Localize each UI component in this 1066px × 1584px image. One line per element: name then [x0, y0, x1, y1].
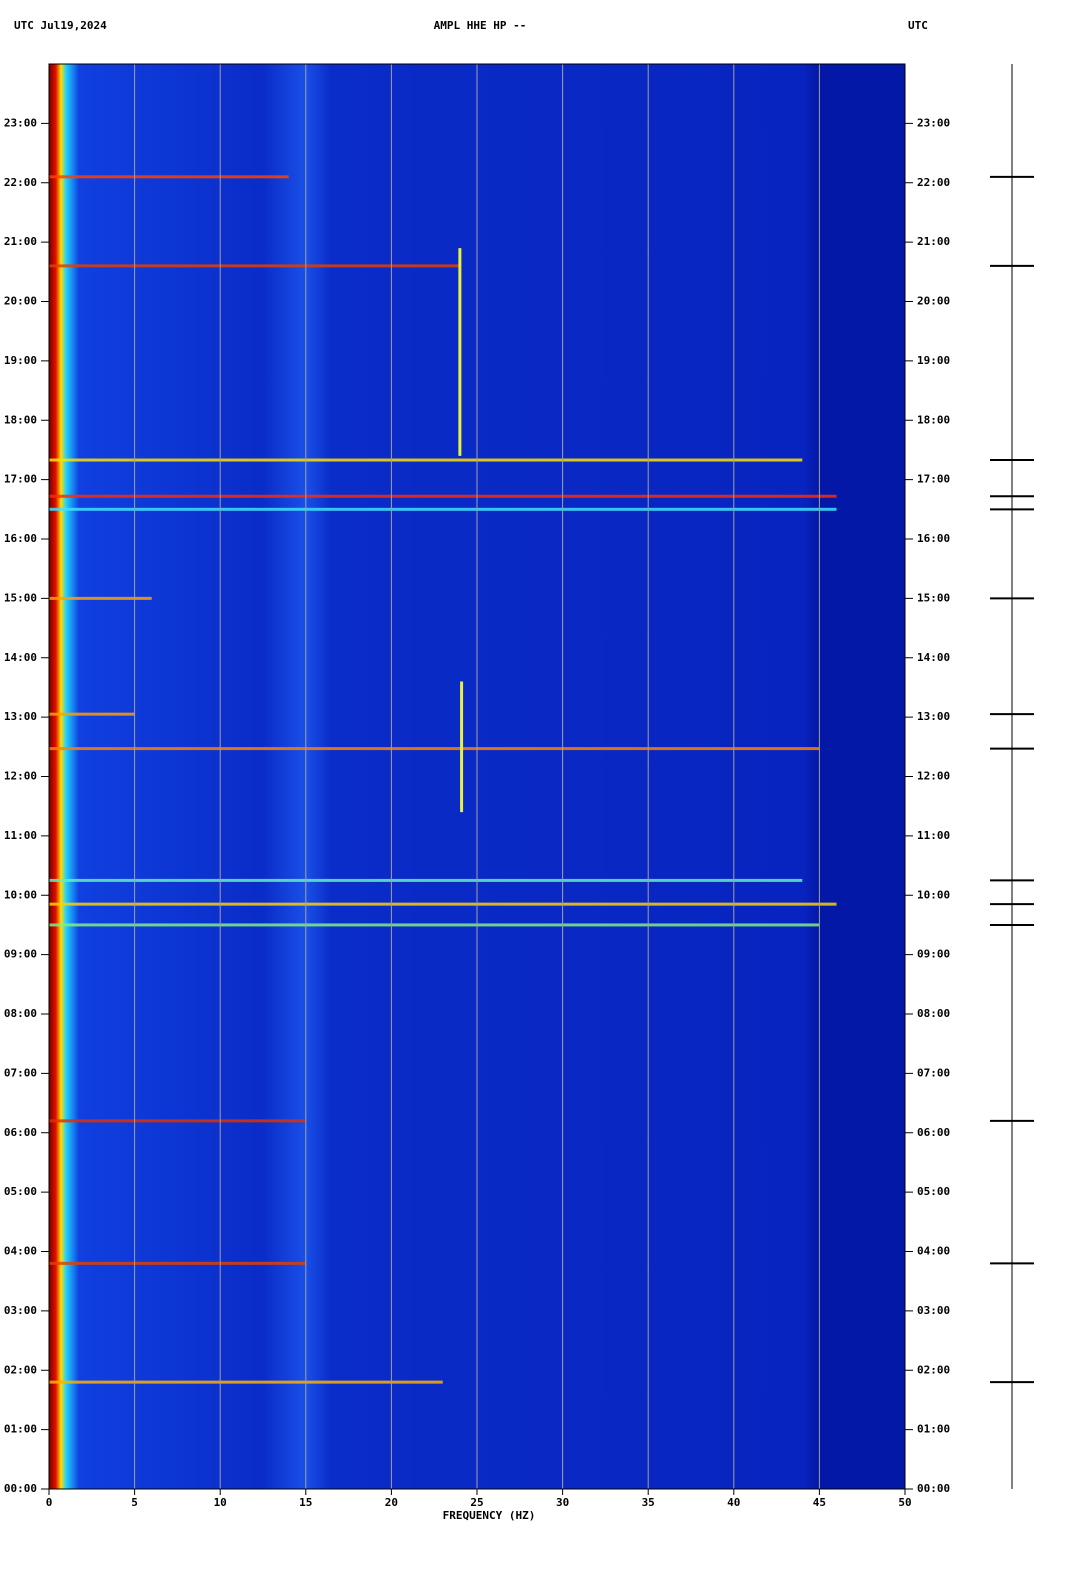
y-tick-label: 23:00 [4, 116, 37, 129]
x-tick-label: 25 [470, 1496, 483, 1509]
y-tick-label: 17:00 [4, 473, 37, 486]
x-tick-label: 30 [556, 1496, 569, 1509]
x-tick-label: 45 [813, 1496, 826, 1509]
event-band [49, 596, 152, 600]
y-tick-label: 16:00 [4, 532, 37, 545]
y-tick-label: 06:00 [4, 1126, 37, 1139]
x-tick-label: 10 [214, 1496, 227, 1509]
y-tick-label-right: 23:00 [917, 116, 950, 129]
event-band [49, 507, 837, 511]
y-tick-label-right: 15:00 [917, 591, 950, 604]
y-tick-label-right: 17:00 [917, 473, 950, 486]
y-tick-label: 18:00 [4, 413, 37, 426]
x-tick-label: 0 [46, 1496, 53, 1509]
y-tick-label: 10:00 [4, 888, 37, 901]
y-tick-label-right: 19:00 [917, 354, 950, 367]
y-tick-label: 11:00 [4, 829, 37, 842]
y-tick-label-right: 10:00 [917, 888, 950, 901]
y-tick-label: 05:00 [4, 1185, 37, 1198]
y-tick-label-right: 01:00 [917, 1423, 950, 1436]
y-tick-label: 13:00 [4, 710, 37, 723]
y-tick-label: 12:00 [4, 770, 37, 783]
y-tick-label-right: 14:00 [917, 651, 950, 664]
y-tick-label: 01:00 [4, 1423, 37, 1436]
event-band [49, 923, 820, 927]
y-tick-label: 19:00 [4, 354, 37, 367]
y-tick-label-right: 12:00 [917, 770, 950, 783]
y-tick-label-right: 00:00 [917, 1482, 950, 1495]
x-tick-label: 15 [299, 1496, 312, 1509]
plot-frame [48, 63, 906, 1490]
y-tick-label: 21:00 [4, 235, 37, 248]
y-tick-label-right: 13:00 [917, 710, 950, 723]
y-tick-label: 14:00 [4, 651, 37, 664]
y-tick-label: 07:00 [4, 1066, 37, 1079]
y-tick-label: 04:00 [4, 1245, 37, 1258]
x-tick-label: 20 [385, 1496, 398, 1509]
y-tick-label: 09:00 [4, 948, 37, 961]
event-band [49, 747, 820, 751]
event-band [49, 458, 803, 462]
title-left: UTC Jul19,2024 [14, 19, 107, 32]
event-band [49, 712, 135, 716]
x-tick-label: 50 [898, 1496, 911, 1509]
y-tick-label-right: 04:00 [917, 1245, 950, 1258]
chart-title: AMPL HHE HP -- [434, 19, 527, 32]
y-tick-label-right: 08:00 [917, 1007, 950, 1020]
y-tick-label-right: 02:00 [917, 1363, 950, 1376]
event-band [49, 1119, 306, 1123]
event-band [49, 878, 803, 882]
x-axis-label: FREQUENCY (HZ) [443, 1509, 536, 1522]
y-tick-label: 15:00 [4, 591, 37, 604]
y-tick-label-right: 03:00 [917, 1304, 950, 1317]
event-band [49, 264, 460, 268]
event-band [49, 1261, 306, 1265]
x-tick-label: 35 [642, 1496, 655, 1509]
y-tick-label: 22:00 [4, 176, 37, 189]
x-tick-label: 40 [727, 1496, 740, 1509]
event-band [49, 1380, 443, 1384]
y-tick-label: 03:00 [4, 1304, 37, 1317]
y-tick-label-right: 21:00 [917, 235, 950, 248]
event-band [49, 902, 837, 906]
y-tick-label-right: 18:00 [917, 413, 950, 426]
y-tick-label-right: 16:00 [917, 532, 950, 545]
y-tick-label: 08:00 [4, 1007, 37, 1020]
x-tick-label: 5 [131, 1496, 138, 1509]
title-right: UTC [908, 19, 928, 32]
y-tick-label-right: 09:00 [917, 948, 950, 961]
y-tick-label-right: 07:00 [917, 1066, 950, 1079]
y-tick-label-right: 11:00 [917, 829, 950, 842]
y-tick-label-right: 05:00 [917, 1185, 950, 1198]
y-tick-label: 00:00 [4, 1482, 37, 1495]
event-band [49, 175, 289, 179]
y-tick-label-right: 20:00 [917, 295, 950, 308]
y-tick-label: 02:00 [4, 1363, 37, 1376]
event-band [49, 494, 837, 498]
y-tick-label-right: 22:00 [917, 176, 950, 189]
y-tick-label-right: 06:00 [917, 1126, 950, 1139]
y-tick-label: 20:00 [4, 295, 37, 308]
